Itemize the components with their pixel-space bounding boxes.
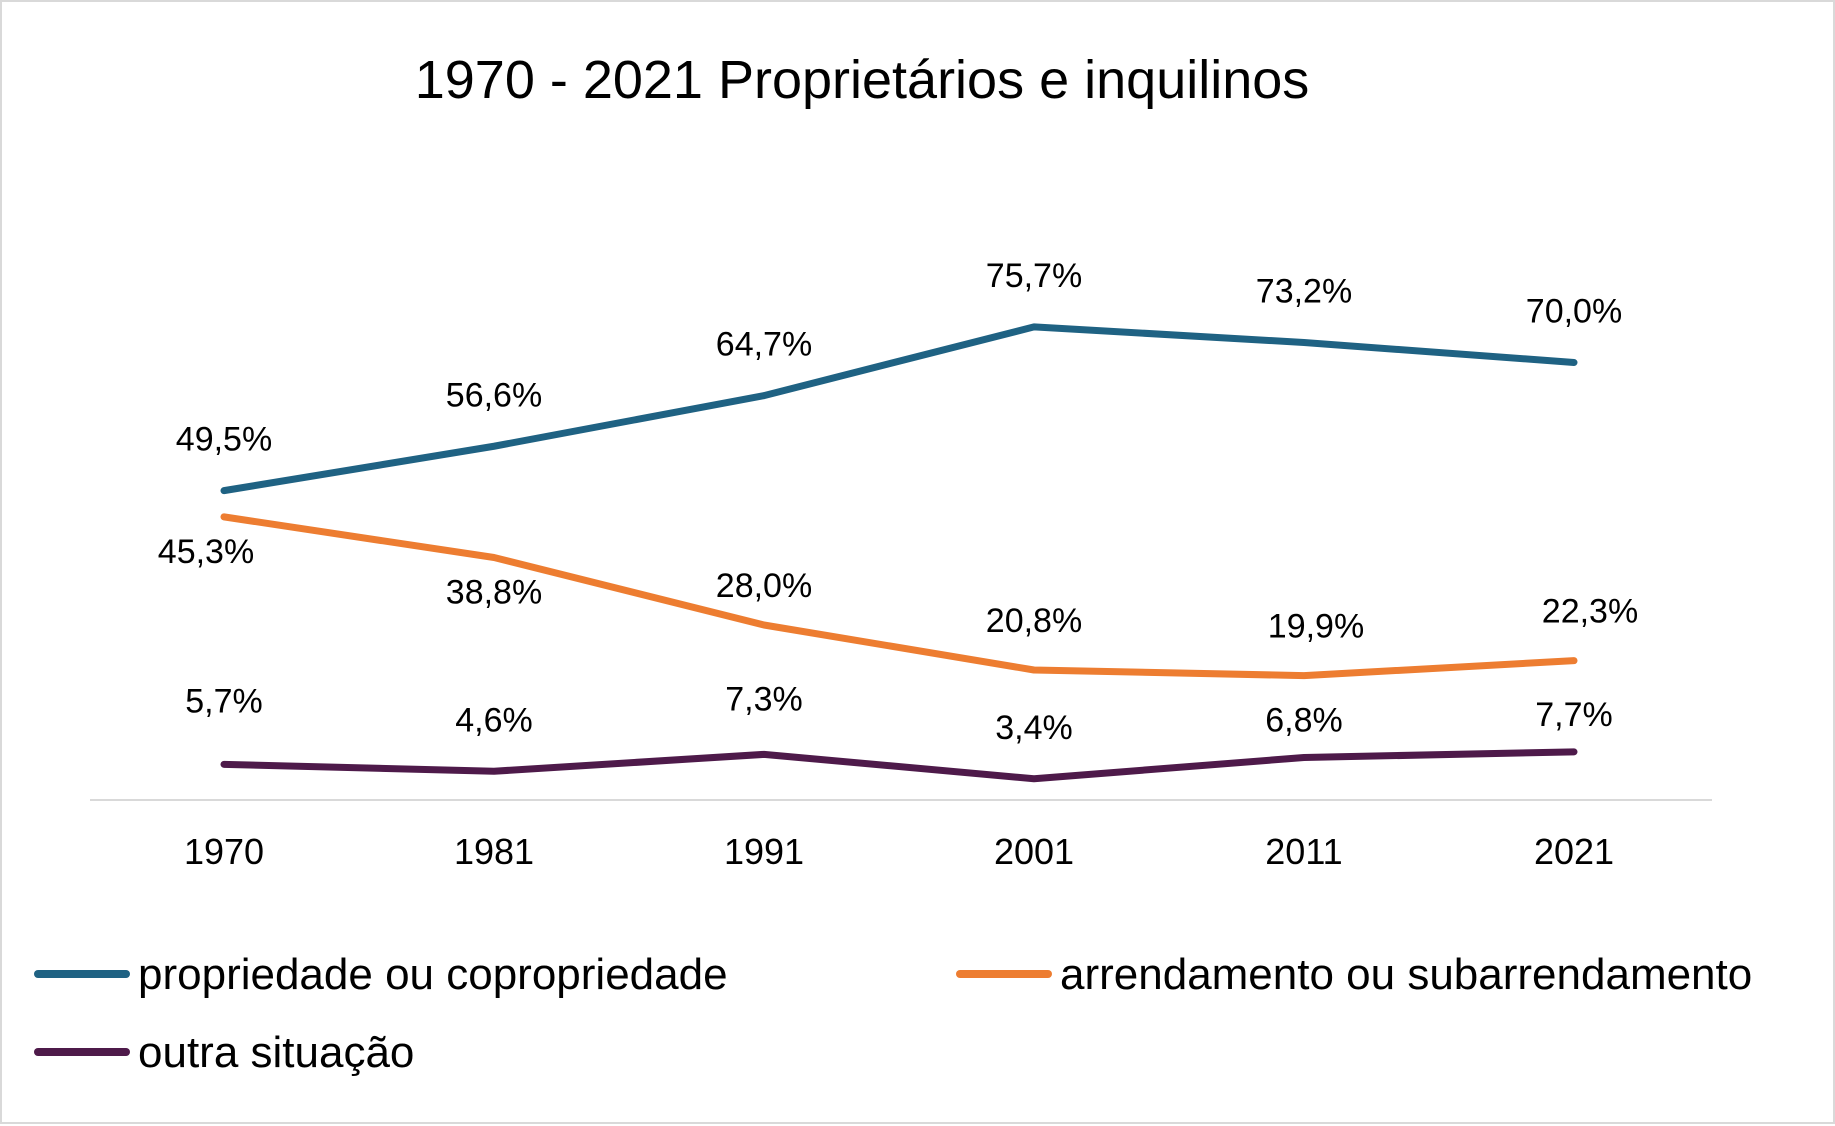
legend-item-arrendamento: arrendamento ou subarrendamento bbox=[960, 950, 1752, 999]
data-label-outra-situacao-2011: 6,8% bbox=[1265, 702, 1343, 740]
chart-title: 1970 - 2021 Proprietários e inquilinos bbox=[415, 50, 1310, 110]
x-tick-label-1991: 1991 bbox=[724, 831, 804, 872]
legend: propriedade ou copropriedade arrendamento… bbox=[38, 950, 1752, 1077]
legend-item-outra-situacao: outra situação bbox=[38, 1028, 414, 1077]
data-label-propriedade-2001: 75,7% bbox=[986, 257, 1082, 295]
data-label-propriedade-2011: 73,2% bbox=[1256, 273, 1352, 311]
data-label-propriedade-1970: 49,5% bbox=[176, 421, 272, 459]
data-label-outra-situacao-1981: 4,6% bbox=[455, 701, 533, 739]
data-label-outra-situacao-2021: 7,7% bbox=[1535, 696, 1613, 734]
x-axis-tick-labels: 1970 1981 1991 2001 2011 2021 bbox=[184, 831, 1614, 872]
data-label-propriedade-1981: 56,6% bbox=[446, 376, 542, 414]
series-line-arrendamento bbox=[224, 517, 1574, 676]
data-label-arrendamento-2021: 22,3% bbox=[1542, 593, 1638, 631]
data-label-propriedade-1991: 64,7% bbox=[716, 326, 812, 364]
series-line-outra-situacao bbox=[224, 752, 1574, 779]
data-label-arrendamento-2001: 20,8% bbox=[986, 602, 1082, 640]
data-label-arrendamento-1970: 45,3% bbox=[158, 533, 254, 571]
x-tick-label-2011: 2011 bbox=[1265, 831, 1342, 872]
x-tick-label-2001: 2001 bbox=[994, 831, 1074, 872]
data-label-outra-situacao-2001: 3,4% bbox=[995, 709, 1073, 747]
legend-label-arrendamento: arrendamento ou subarrendamento bbox=[1060, 950, 1752, 999]
data-label-propriedade-2021: 70,0% bbox=[1526, 293, 1622, 331]
legend-label-outra-situacao: outra situação bbox=[138, 1028, 414, 1077]
x-tick-label-1970: 1970 bbox=[184, 831, 264, 872]
x-tick-label-1981: 1981 bbox=[454, 831, 534, 872]
data-label-arrendamento-2011: 19,9% bbox=[1268, 608, 1364, 646]
data-label-arrendamento-1981: 38,8% bbox=[446, 574, 542, 612]
legend-item-propriedade: propriedade ou copropriedade bbox=[38, 950, 728, 999]
x-tick-label-2021: 2021 bbox=[1534, 831, 1614, 872]
data-label-outra-situacao-1970: 5,7% bbox=[185, 682, 263, 720]
data-labels: 49,5% 56,6% 64,7% 75,7% 73,2% 70,0% 45,3% 38,8%… bbox=[158, 257, 1638, 747]
series-lines bbox=[224, 327, 1574, 779]
data-label-outra-situacao-1991: 7,3% bbox=[725, 680, 803, 718]
series-line-propriedade bbox=[224, 327, 1574, 491]
data-label-arrendamento-1991: 28,0% bbox=[716, 567, 812, 605]
legend-label-propriedade: propriedade ou copropriedade bbox=[138, 950, 728, 999]
